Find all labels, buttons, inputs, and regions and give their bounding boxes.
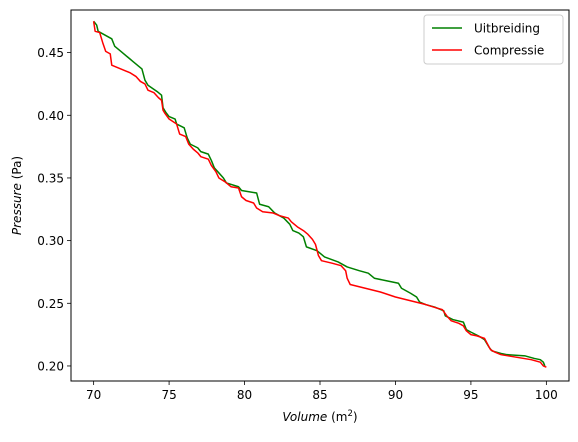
x-tick-label: 95 [463, 388, 478, 402]
x-tick-label: 80 [237, 388, 252, 402]
x-tick-label: 100 [535, 388, 558, 402]
y-tick-label: 0.25 [37, 297, 64, 311]
legend: Uitbreiding Compressie [423, 14, 564, 65]
y-axis-label: Pressure (Pa) [10, 156, 24, 235]
x-tick-label: 90 [388, 388, 403, 402]
x-tick-label: 75 [161, 388, 176, 402]
y-axis: 0.20 0.25 0.30 0.35 0.40 0.45 [37, 46, 71, 373]
legend-label-uitbreiding: Uitbreiding [474, 22, 540, 36]
series-line-uitbreiding [93, 20, 546, 367]
y-tick-label: 0.20 [37, 359, 64, 373]
series-line-compressie [92, 21, 547, 368]
y-tick-label: 0.45 [37, 46, 64, 60]
x-axis: 70 75 80 85 90 95 100 [86, 381, 558, 402]
legend-label-compressie: Compressie [474, 44, 544, 58]
y-tick-label: 0.30 [37, 234, 64, 248]
y-tick-label: 0.40 [37, 109, 64, 123]
x-tick-label: 70 [86, 388, 101, 402]
series-layer [92, 20, 547, 368]
x-axis-label: Volume (m2) [282, 409, 357, 424]
x-tick-label: 85 [312, 388, 327, 402]
y-tick-label: 0.35 [37, 171, 64, 185]
